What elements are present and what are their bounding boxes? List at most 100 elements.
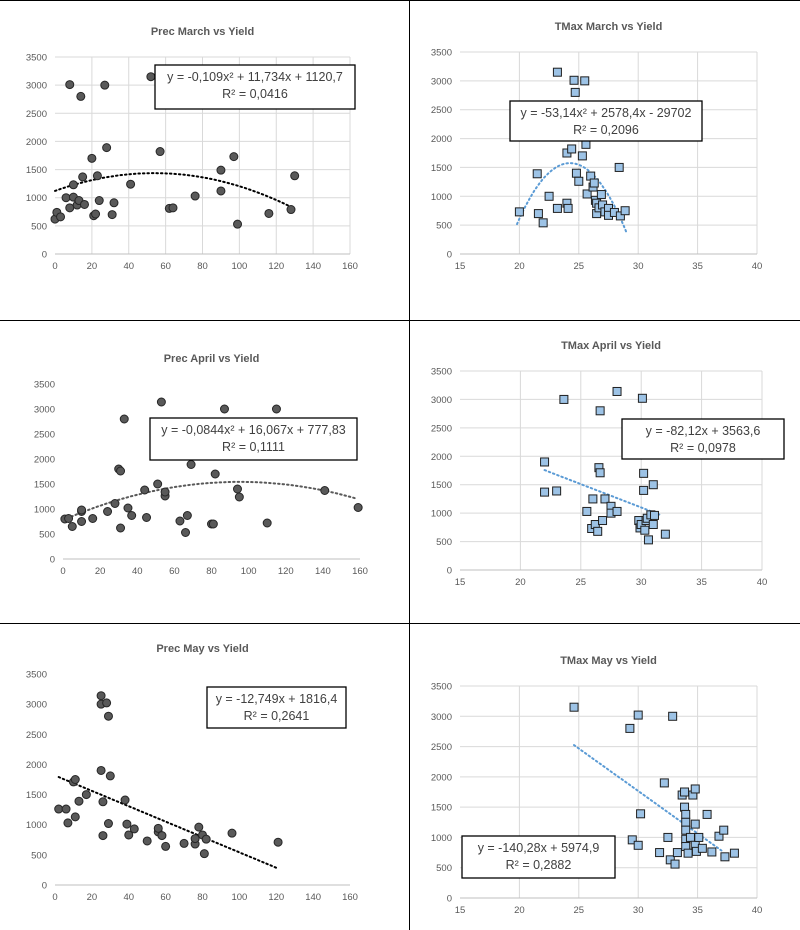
data-point (648, 520, 658, 530)
data-point (100, 80, 110, 90)
x-tick-label: 140 (305, 261, 321, 272)
x-tick-label: 15 (455, 577, 466, 588)
data-point (615, 211, 625, 221)
chart-title: TMax April vs Yield (561, 340, 661, 352)
data-point (567, 144, 577, 154)
data-point (161, 841, 171, 851)
y-tick-label: 500 (31, 221, 47, 232)
data-point (559, 394, 569, 404)
data-point (103, 711, 113, 721)
x-tick-label: 80 (197, 261, 208, 272)
r-squared: R² = 0,2882 (506, 858, 572, 872)
x-tick-label: 35 (696, 577, 707, 588)
data-point (663, 832, 673, 842)
data-point (116, 466, 126, 476)
x-tick-label: 80 (206, 566, 217, 577)
x-tick-label: 25 (574, 905, 585, 916)
x-tick-label: 0 (52, 261, 57, 272)
data-point (157, 831, 167, 841)
y-tick-label: 2000 (26, 137, 47, 148)
data-point (582, 506, 592, 516)
data-point (600, 494, 610, 504)
data-point (88, 514, 98, 523)
data-point (719, 825, 729, 835)
y-tick-label: 500 (436, 537, 452, 548)
y-tick-label: 3000 (431, 76, 452, 87)
data-point (96, 765, 106, 775)
data-point (729, 848, 739, 858)
chart-svg: TMax April vs Yield 0 500 1000 1500 2000 2500 3… (431, 340, 785, 588)
data-point (98, 797, 108, 807)
x-tick-label: 20 (87, 261, 98, 272)
data-point (63, 818, 73, 828)
data-point (707, 847, 717, 857)
data-point (690, 784, 700, 794)
divider-horizontal-1 (0, 320, 800, 321)
y-tick-label: 0 (447, 894, 452, 905)
trend-equation: y = -12,749x + 1816,4 (216, 692, 338, 706)
data-point (290, 171, 300, 181)
x-tick-label: 20 (514, 261, 525, 272)
data-point (574, 176, 584, 186)
x-tick-label: 25 (576, 577, 587, 588)
x-tick-label: 120 (268, 892, 284, 903)
data-point (153, 479, 163, 489)
data-point (569, 75, 579, 85)
data-point (648, 480, 658, 490)
data-point (571, 168, 581, 178)
data-point (76, 91, 86, 101)
data-point (160, 487, 170, 497)
data-point (569, 702, 579, 712)
divider-horizontal-2 (0, 623, 800, 624)
x-tick-label: 140 (315, 566, 331, 577)
chart-prec-april: Prec April vs Yield 0 500 1000 1500 2000 2500 3… (0, 321, 409, 623)
x-tick-label: 160 (342, 261, 358, 272)
trendline (516, 162, 628, 233)
chart-svg: TMax May vs Yield 0 500 1000 1500 2000 2500 300… (431, 655, 762, 916)
r-squared: R² = 0,0978 (670, 441, 736, 455)
data-point (670, 859, 680, 869)
data-point (110, 499, 120, 508)
y-tick-label: 1000 (431, 192, 452, 203)
data-point (91, 209, 101, 219)
y-tick-label: 3500 (26, 53, 47, 64)
chart-svg: Prec May vs Yield05001000150020002500300… (26, 643, 358, 903)
data-point (61, 193, 71, 203)
data-point (74, 796, 84, 806)
data-point (109, 198, 119, 208)
x-tick-label: 100 (231, 261, 247, 272)
data-point (685, 832, 695, 842)
data-point (532, 169, 542, 179)
data-point (697, 843, 707, 853)
data-point (514, 207, 524, 217)
data-point (596, 190, 606, 200)
data-point (690, 819, 700, 829)
x-tick-label: 60 (169, 566, 180, 577)
trend-equation: y = -0,109x² + 11,734x + 1120,7 (167, 70, 343, 84)
x-tick-label: 25 (574, 261, 585, 272)
data-point (563, 203, 573, 213)
data-point (589, 178, 599, 188)
data-point (210, 469, 220, 479)
x-tick-label: 20 (87, 892, 98, 903)
y-tick-label: 2000 (431, 134, 452, 145)
data-point (81, 790, 91, 800)
y-tick-label: 500 (39, 530, 55, 541)
data-point (65, 80, 75, 90)
data-point (80, 199, 89, 209)
y-tick-label: 2000 (34, 455, 55, 466)
data-point (168, 203, 178, 213)
equation-box (206, 686, 347, 729)
data-point (633, 710, 643, 720)
data-point (232, 484, 242, 494)
data-point (612, 506, 622, 516)
x-tick-label: 40 (132, 566, 143, 577)
data-point (64, 514, 74, 523)
data-point (70, 775, 80, 784)
data-point (672, 848, 682, 858)
x-tick-label: 30 (633, 905, 644, 916)
x-tick-label: 35 (692, 261, 703, 272)
data-point (720, 852, 730, 862)
data-point (655, 848, 665, 858)
x-tick-label: 60 (160, 892, 171, 903)
